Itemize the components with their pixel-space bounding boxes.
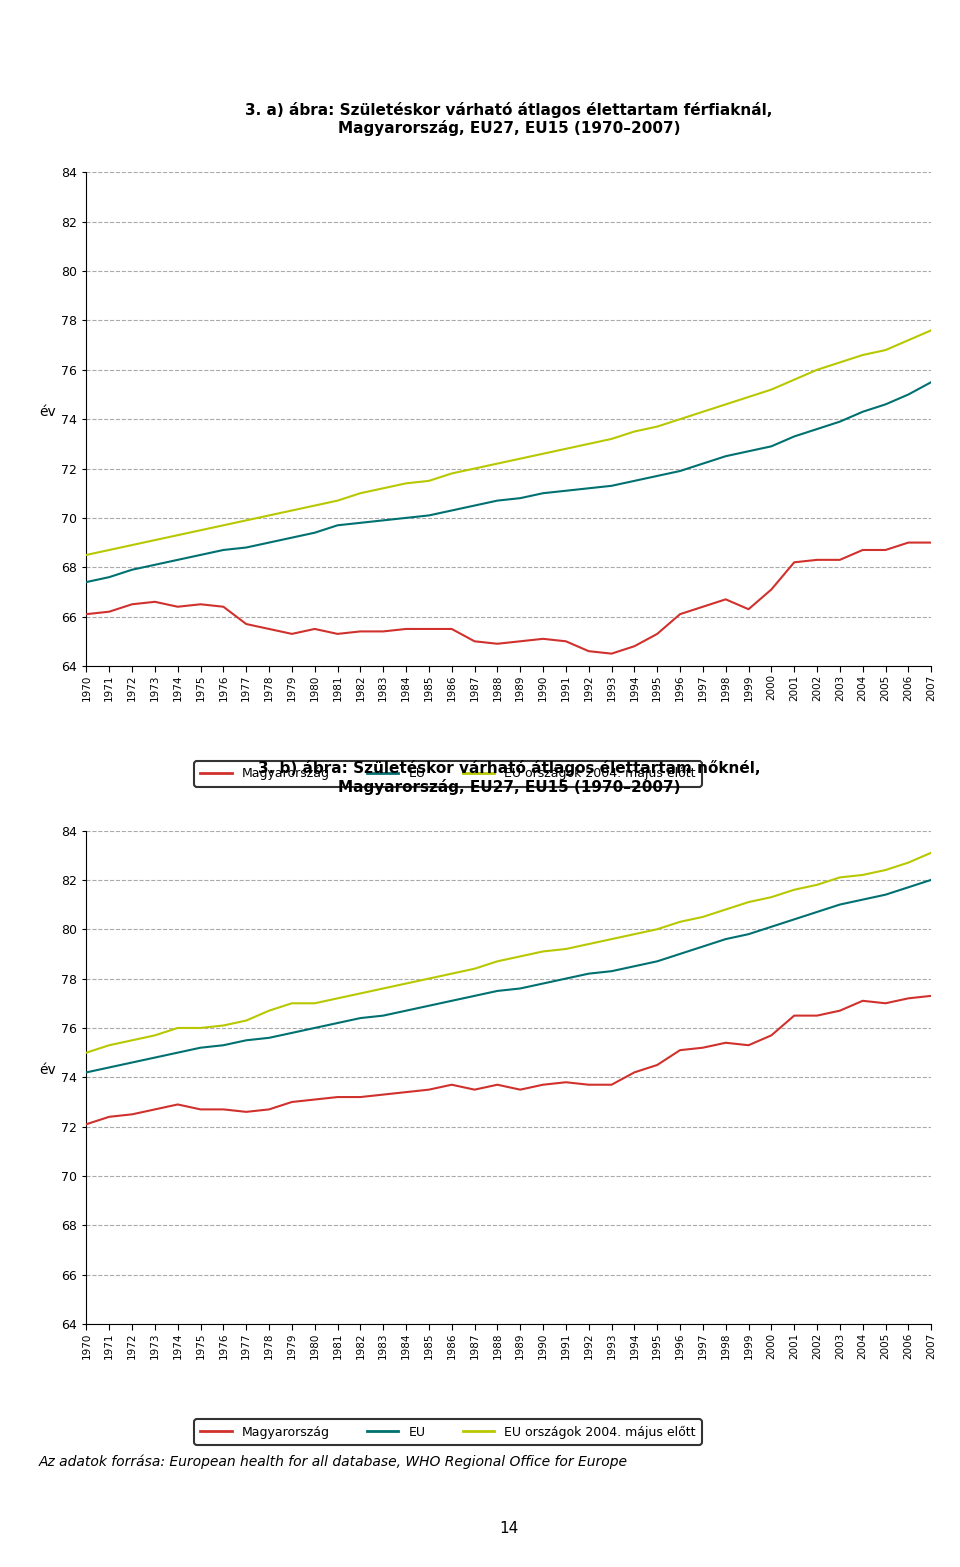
Text: 3. a) ábra: Születéskor várható átlagos élettartam férfiaknál,
Magyarország, EU2: 3. a) ábra: Születéskor várható átlagos … <box>245 102 773 136</box>
Text: 14: 14 <box>499 1520 518 1536</box>
Y-axis label: év: év <box>39 1064 56 1078</box>
Legend: Magyarország, EU, EU országok 2004. május előtt: Magyarország, EU, EU országok 2004. máju… <box>194 762 702 787</box>
Text: Az adatok forrása: European health for all database, WHO Regional Office for Eur: Az adatok forrása: European health for a… <box>38 1454 628 1468</box>
Y-axis label: év: év <box>39 406 56 420</box>
Legend: Magyarország, EU, EU országok 2004. május előtt: Magyarország, EU, EU országok 2004. máju… <box>194 1420 702 1445</box>
Text: 3. b) ábra: Születéskor várható átlagos élettartam nőknél,
Magyarország, EU27, E: 3. b) ábra: Születéskor várható átlagos … <box>257 760 760 794</box>
